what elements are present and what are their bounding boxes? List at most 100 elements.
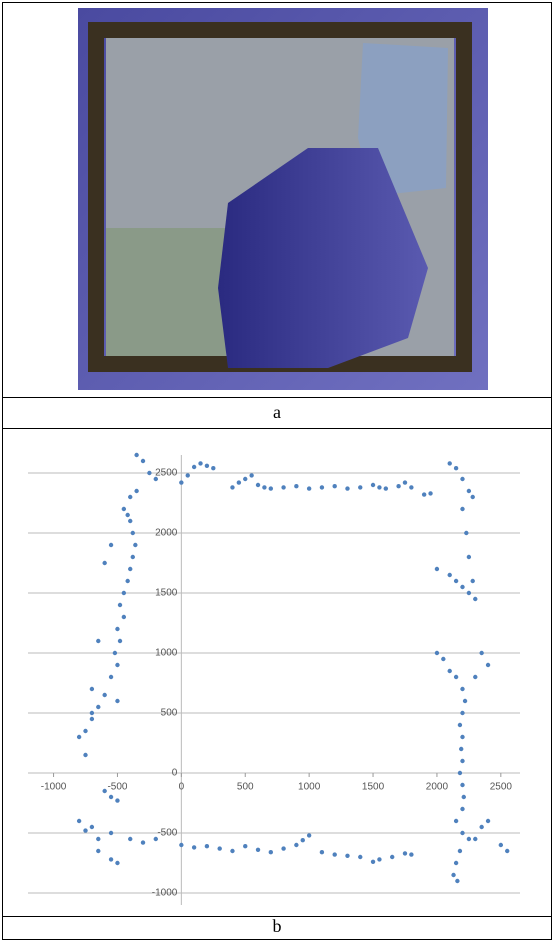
x-tick-label: 2000	[426, 782, 449, 793]
point	[471, 495, 475, 499]
point	[96, 849, 100, 853]
point	[459, 747, 463, 751]
point	[109, 675, 113, 679]
point	[396, 484, 400, 488]
point	[473, 837, 477, 841]
y-tick-label: 2500	[155, 468, 178, 479]
point	[505, 849, 509, 853]
point	[122, 507, 126, 511]
y-tick-label: 500	[161, 708, 178, 719]
point	[205, 844, 209, 848]
y-tick-label: 0	[172, 768, 178, 779]
point	[134, 453, 138, 457]
x-tick-label: 1500	[362, 782, 385, 793]
point	[115, 798, 119, 802]
point	[102, 789, 106, 793]
x-tick-label: 1000	[298, 782, 321, 793]
point	[125, 513, 129, 517]
point	[269, 850, 273, 854]
point	[320, 850, 324, 854]
y-tick-label: 2000	[155, 528, 178, 539]
point	[384, 486, 388, 490]
point	[125, 579, 129, 583]
point	[460, 507, 464, 511]
point	[458, 849, 462, 853]
point	[409, 852, 413, 856]
point	[307, 486, 311, 490]
point	[460, 807, 464, 811]
point	[243, 477, 247, 481]
point	[128, 567, 132, 571]
point	[479, 825, 483, 829]
point	[467, 489, 471, 493]
point	[454, 675, 458, 679]
y-tick-label: -1000	[152, 888, 178, 899]
point	[460, 585, 464, 589]
point	[441, 657, 445, 661]
point	[83, 729, 87, 733]
point	[122, 591, 126, 595]
point	[294, 484, 298, 488]
point	[131, 531, 135, 535]
point	[462, 795, 466, 799]
point	[460, 687, 464, 691]
point	[281, 485, 285, 489]
point	[454, 861, 458, 865]
point	[479, 651, 483, 655]
point	[464, 531, 468, 535]
point	[90, 711, 94, 715]
point	[294, 843, 298, 847]
point	[448, 573, 452, 577]
point	[435, 651, 439, 655]
point	[77, 819, 81, 823]
point	[390, 855, 394, 859]
point	[217, 846, 221, 850]
point	[131, 555, 135, 559]
point	[455, 879, 459, 883]
point	[499, 843, 503, 847]
point	[141, 459, 145, 463]
point	[448, 669, 452, 673]
point	[83, 753, 87, 757]
point	[422, 492, 426, 496]
point	[141, 840, 145, 844]
point	[358, 855, 362, 859]
point	[428, 491, 432, 495]
point	[333, 484, 337, 488]
point	[96, 639, 100, 643]
point	[281, 846, 285, 850]
point	[211, 466, 215, 470]
point	[345, 854, 349, 858]
chart: -1000-50005001000150020002500-1000-50005…	[0, 0, 554, 938]
point	[467, 591, 471, 595]
point	[115, 861, 119, 865]
point	[77, 735, 81, 739]
point	[454, 819, 458, 823]
point	[128, 837, 132, 841]
point	[237, 480, 241, 484]
y-tick-label: 1500	[155, 588, 178, 599]
point	[460, 711, 464, 715]
point	[179, 843, 183, 847]
x-tick-label: 0	[179, 782, 185, 793]
point	[458, 723, 462, 727]
point	[249, 473, 253, 477]
point	[118, 603, 122, 607]
point	[134, 489, 138, 493]
point	[96, 837, 100, 841]
point	[463, 699, 467, 703]
point	[454, 466, 458, 470]
point	[460, 831, 464, 835]
point	[486, 819, 490, 823]
point	[403, 480, 407, 484]
point	[109, 543, 113, 547]
point	[102, 561, 106, 565]
point	[115, 627, 119, 631]
point	[460, 759, 464, 763]
point	[320, 485, 324, 489]
point	[460, 477, 464, 481]
point	[154, 477, 158, 481]
point	[205, 464, 209, 468]
point	[128, 495, 132, 499]
point	[256, 483, 260, 487]
